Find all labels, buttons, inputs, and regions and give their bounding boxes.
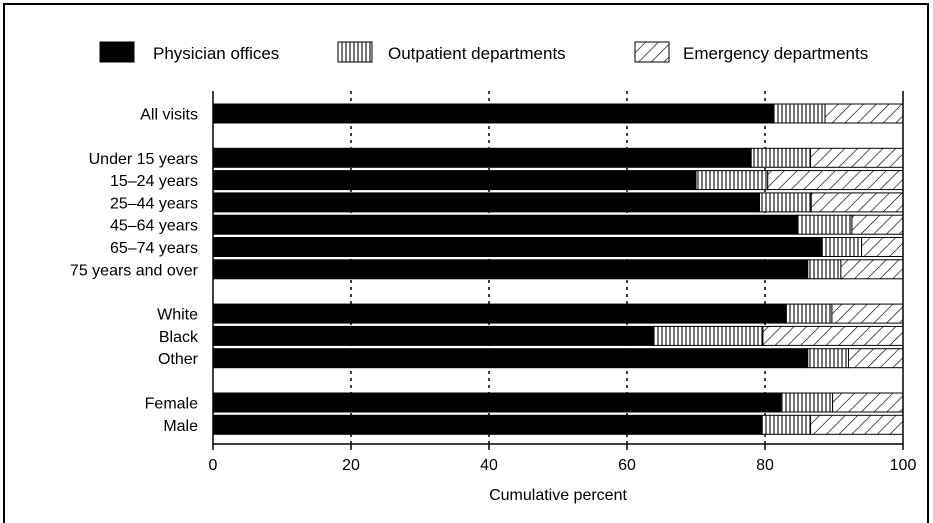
bar-male-emergency-departments <box>810 414 904 435</box>
category-label-65-74-years: 65–74 years <box>110 240 198 257</box>
bar-45-64-years-emergency-departments <box>851 214 904 235</box>
bar-all-visits-emergency-departments <box>824 103 904 124</box>
bar-15-24-years-outpatient-departments <box>695 170 769 191</box>
bar-male-outpatient-departments <box>761 414 812 435</box>
bar-black-emergency-departments <box>762 325 904 346</box>
bar-25-44-years-physician-offices <box>212 192 760 213</box>
bar-other-outpatient-departments <box>807 348 849 369</box>
bar-black-outpatient-departments <box>652 325 764 346</box>
bar-other-emergency-departments <box>847 348 904 369</box>
bar-25-44-years-outpatient-departments <box>758 192 812 213</box>
bar-black-physician-offices <box>212 325 654 346</box>
category-label-other: Other <box>158 351 199 368</box>
bar-all-visits-physician-offices <box>212 103 774 124</box>
bar-65-74-years-emergency-departments <box>861 237 904 257</box>
legend-swatch-outpatient-departments <box>337 41 373 63</box>
bar-25-44-years-emergency-departments <box>810 192 904 213</box>
legend-label-physician-offices: Physician offices <box>153 44 279 63</box>
category-label-male: Male <box>163 418 198 435</box>
category-label-all-visits: All visits <box>140 107 198 124</box>
category-label-75-years-and-over: 75 years and over <box>70 262 199 279</box>
bar-female-outpatient-departments <box>780 392 834 413</box>
x-tick-label-100: 100 <box>890 457 917 474</box>
category-label-white: White <box>157 307 198 324</box>
bar-male-physician-offices <box>212 414 763 435</box>
legend: Physician offices Outpatient departments E… <box>99 41 868 63</box>
bar-white-emergency-departments <box>831 303 904 324</box>
bar-female-emergency-departments <box>832 392 904 413</box>
bar-75-years-and-over-physician-offices <box>212 259 809 280</box>
category-label-female: Female <box>145 396 198 413</box>
x-tick-label-20: 20 <box>342 457 360 474</box>
bar-75-years-and-over-emergency-departments <box>840 259 904 280</box>
bars <box>212 103 904 435</box>
bar-under-15-years-emergency-departments <box>810 147 904 168</box>
outer-frame <box>3 3 929 523</box>
bar-15-24-years-emergency-departments <box>767 170 904 191</box>
bar-65-74-years-physician-offices <box>212 237 823 257</box>
x-tick-label-0: 0 <box>209 457 218 474</box>
category-label-15-24-years: 15–24 years <box>110 173 198 190</box>
bar-under-15-years-physician-offices <box>212 147 752 168</box>
category-label-black: Black <box>159 329 199 346</box>
x-tick-label-60: 60 <box>618 457 636 474</box>
x-tick-label-40: 40 <box>480 457 498 474</box>
bar-white-outpatient-departments <box>785 303 833 324</box>
legend-swatch-emergency-departments <box>634 41 670 63</box>
bar-female-physician-offices <box>212 392 782 413</box>
bar-45-64-years-outpatient-departments <box>796 214 853 235</box>
category-label-25-44-years: 25–44 years <box>110 195 198 212</box>
category-labels: All visits Under 15 years 15–24 years 25–44… <box>70 107 199 435</box>
bar-75-years-and-over-outpatient-departments <box>807 259 842 280</box>
category-label-45-64-years: 45–64 years <box>110 218 198 235</box>
x-tick-label-80: 80 <box>756 457 774 474</box>
legend-label-emergency-departments: Emergency departments <box>683 44 868 63</box>
category-label-under-15-years: Under 15 years <box>89 151 198 168</box>
bar-other-physician-offices <box>212 348 809 369</box>
bar-white-physician-offices <box>212 303 787 324</box>
bar-65-74-years-outpatient-departments <box>821 237 863 257</box>
legend-label-outpatient-departments: Outpatient departments <box>388 44 566 63</box>
bar-all-visits-outpatient-departments <box>772 103 826 124</box>
x-axis-label: Cumulative percent <box>489 487 627 504</box>
x-axis: 0 20 40 60 80 100 <box>209 91 917 474</box>
legend-swatch-physician-offices <box>99 41 135 63</box>
bar-45-64-years-physician-offices <box>212 214 798 235</box>
bar-15-24-years-physician-offices <box>212 170 697 191</box>
bar-under-15-years-outpatient-departments <box>750 147 812 168</box>
